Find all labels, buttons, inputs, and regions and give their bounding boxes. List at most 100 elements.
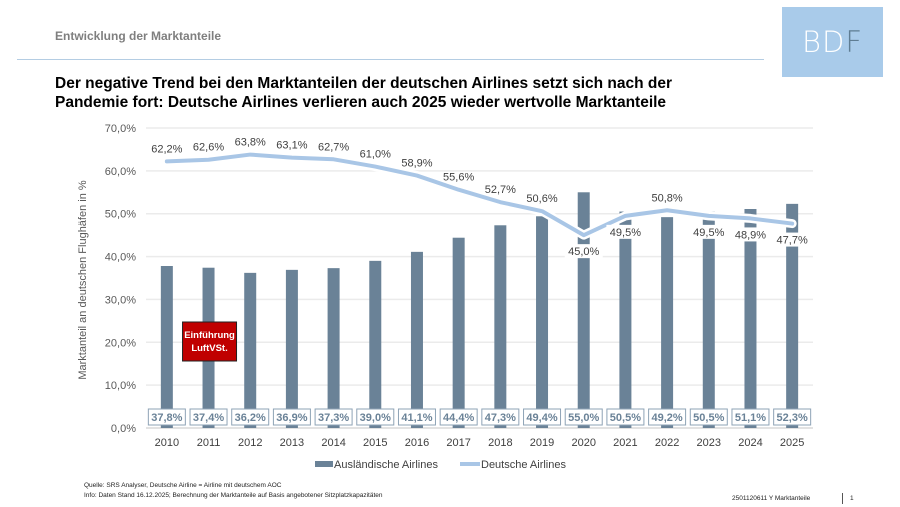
x-tick-label: 2011	[197, 437, 221, 449]
y-tick-label: 10,0%	[105, 380, 136, 392]
annotation-text-line-1: Einführung	[184, 330, 235, 341]
line-data-label: 50,8%	[651, 192, 682, 204]
footer-info: Info: Daten Stand 16.12.2025; Berechnung…	[84, 492, 383, 499]
gridlines	[146, 127, 813, 429]
line-data-label: 61,0%	[360, 149, 391, 161]
x-tick-label: 2017	[446, 437, 470, 449]
bar-label-box	[147, 408, 186, 426]
line-data-label: 62,6%	[193, 142, 224, 154]
annotation-einfuehrung-luftvst: Einführung LuftVSt.	[182, 321, 238, 362]
line-data-label: 45,0%	[568, 246, 599, 258]
bar	[661, 217, 674, 428]
bar-data-label: 41,1%	[401, 412, 432, 424]
line-label-bg	[606, 224, 645, 239]
bar-data-label: 39,0%	[360, 412, 391, 424]
bar-data-label: 47,3%	[485, 412, 516, 424]
x-tick-label: 2016	[405, 437, 429, 449]
bar-label-box	[648, 408, 687, 426]
bar-data-label: 49,4%	[526, 412, 557, 424]
headline-line-2: Pandemie fort: Deutsche Airlines verlier…	[55, 94, 667, 111]
bar-label-box	[773, 408, 812, 426]
headline-line-1: Der negative Trend bei den Marktanteilen…	[55, 75, 673, 92]
x-tick-label: 2014	[321, 437, 345, 449]
bar	[702, 211, 715, 428]
line-label-bg	[773, 232, 812, 247]
line-data-label: 62,7%	[318, 141, 349, 153]
bar-label-box	[439, 408, 478, 426]
x-tick-label: 2025	[780, 437, 804, 449]
bdf-logo: BDF	[782, 7, 883, 77]
bar-data-labels: 37,8% 37,4% 36,2% 36,9% 37,3% 39,0% 41,1% 44,4%…	[147, 408, 812, 426]
bar	[536, 216, 549, 428]
line-label-bg	[731, 227, 770, 242]
bar	[744, 209, 757, 428]
bar	[160, 266, 173, 428]
y-axis-label: Marktanteil an deutschen Flughäfen in %	[77, 180, 89, 380]
bar-label-box	[606, 408, 645, 426]
bar	[244, 272, 257, 428]
line-data-label: 48,9%	[735, 229, 766, 241]
x-axis-ticks: 2010 2011 2012 2013 2014 2015 2016 2017 2018 2019…	[155, 437, 805, 449]
bar-data-label: 50,5%	[610, 412, 641, 424]
line-data-label: 49,5%	[610, 227, 641, 239]
y-tick-label: 40,0%	[105, 252, 136, 264]
legend-label-deutsche: Deutsche Airlines	[481, 459, 566, 471]
bar-label-box	[689, 408, 728, 426]
legend-swatch-bar	[315, 461, 333, 467]
bar-data-label: 50,5%	[693, 412, 724, 424]
y-tick-label: 60,0%	[105, 166, 136, 178]
footer-separator	[842, 493, 843, 504]
bar-label-box	[272, 408, 311, 426]
line-data-label: 63,1%	[276, 140, 307, 152]
bar-label-box	[231, 408, 270, 426]
line-data-label: 47,7%	[777, 235, 808, 247]
bar-label-box	[189, 408, 228, 426]
bar-data-label: 36,2%	[235, 412, 266, 424]
line-data-labels: 62,2% 62,6% 63,8% 63,1% 62,7% 61,0% 58,9% 55,6%…	[151, 137, 812, 259]
bar	[452, 237, 465, 428]
bar-label-box	[397, 408, 436, 426]
bar-data-label: 37,4%	[193, 412, 224, 424]
footer-source: Quelle: SRS Analyser, Deutsche Airline =…	[84, 482, 282, 489]
x-tick-label: 2024	[738, 437, 762, 449]
x-tick-label: 2015	[363, 437, 387, 449]
y-tick-label: 50,0%	[105, 209, 136, 221]
annotation-box	[182, 321, 238, 362]
logo-text-bd: BD	[801, 25, 846, 59]
y-tick-label: 20,0%	[105, 337, 136, 349]
bar	[285, 269, 298, 428]
footer-doc-id: 2501120611 Y Marktanteile	[732, 495, 811, 502]
logo-text-f-arrow: F	[845, 25, 863, 59]
legend: Ausländische Airlines Deutsche Airlines	[315, 459, 566, 471]
bar-data-label: 51,1%	[735, 412, 766, 424]
line-data-label: 50,6%	[526, 193, 557, 205]
bar-data-label: 36,9%	[276, 412, 307, 424]
bar-label-box	[314, 408, 353, 426]
line-data-label: 55,6%	[443, 172, 474, 184]
bar-label-box	[481, 408, 520, 426]
annotation-text-line-2: LuftVSt.	[191, 343, 227, 354]
page-number: 1	[850, 495, 854, 502]
legend-label-auslaendische: Ausländische Airlines	[334, 459, 438, 471]
line-data-label: 49,5%	[693, 227, 724, 239]
y-tick-label: 30,0%	[105, 294, 136, 306]
x-tick-label: 2022	[655, 437, 679, 449]
line-label-bg	[564, 244, 603, 259]
line-data-label: 52,7%	[485, 184, 516, 196]
bar-data-label: 37,3%	[318, 412, 349, 424]
bar	[369, 260, 382, 428]
y-axis-ticks: 0,0% 10,0% 20,0% 30,0% 40,0% 50,0% 60,0% 70,0%	[105, 123, 136, 435]
line-deutsche-airlines	[162, 150, 797, 240]
bar	[786, 203, 799, 428]
x-tick-label: 2010	[155, 437, 179, 449]
bar-data-label: 52,3%	[777, 412, 808, 424]
bar	[619, 211, 632, 428]
headline: Der negative Trend bei den Marktanteilen…	[55, 74, 775, 112]
bar-label-box	[564, 408, 603, 426]
x-tick-label: 2018	[488, 437, 512, 449]
bar-data-label: 37,8%	[151, 412, 182, 424]
bar	[327, 268, 340, 428]
x-tick-label: 2019	[530, 437, 554, 449]
bar-label-box	[356, 408, 395, 426]
x-tick-label: 2012	[238, 437, 262, 449]
